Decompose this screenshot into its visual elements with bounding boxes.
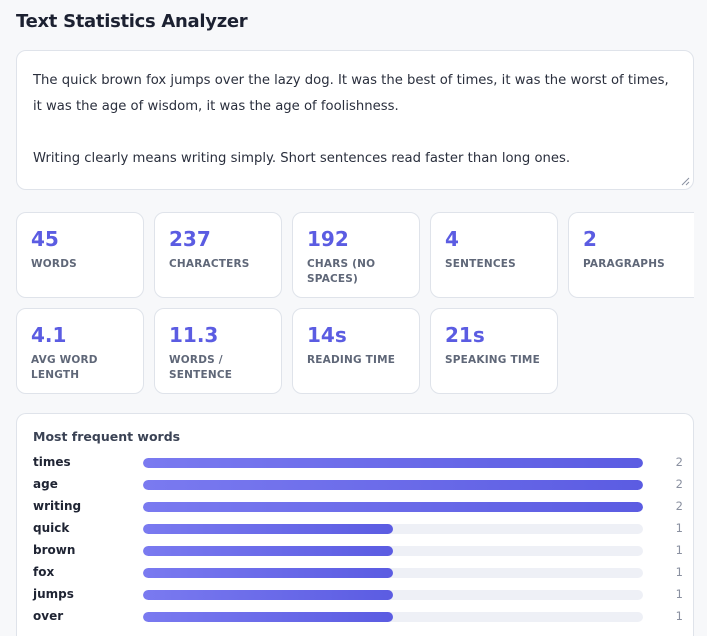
- frequency-count: 1: [675, 587, 683, 601]
- frequency-word: fox: [33, 565, 55, 579]
- frequency-bar-fill: [143, 590, 393, 600]
- frequency-row: over 1: [33, 607, 683, 629]
- frequency-bar-fill: [143, 502, 643, 512]
- frequency-word: age: [33, 477, 58, 491]
- frequency-bar-track: [143, 590, 643, 600]
- resize-grip-icon[interactable]: [681, 177, 690, 186]
- stat-value: 237: [169, 227, 211, 251]
- text-input-container: [16, 50, 694, 190]
- frequency-bar-track: [143, 502, 643, 512]
- stat-label: PARAGRAPHS: [583, 258, 665, 270]
- frequency-word: jumps: [33, 587, 74, 601]
- stat-label: SPEAKING TIME: [445, 354, 540, 366]
- frequency-word: over: [33, 609, 64, 623]
- frequency-row: jumps 1: [33, 585, 683, 607]
- frequency-row: age 2: [33, 475, 683, 497]
- frequency-word: brown: [33, 543, 76, 557]
- stat-value: 11.3: [169, 323, 219, 347]
- frequency-count: 2: [675, 477, 683, 491]
- stat-card-words: 45 WORDS: [16, 212, 144, 298]
- frequency-bar-fill: [143, 480, 643, 490]
- stat-value: 21s: [445, 323, 485, 347]
- stat-card-paragraphs: 2 PARAGRAPHS: [568, 212, 694, 298]
- frequency-row: fox 1: [33, 563, 683, 585]
- frequency-bar-fill: [143, 568, 393, 578]
- stat-value: 14s: [307, 323, 347, 347]
- frequency-bar-fill: [143, 612, 393, 622]
- stat-card-sentences: 4 SENTENCES: [430, 212, 558, 298]
- frequency-count: 1: [675, 521, 683, 535]
- stat-label: WORDS / SENTENCE: [169, 354, 233, 381]
- stat-card-speaking-time: 21s SPEAKING TIME: [430, 308, 558, 394]
- stat-label: SENTENCES: [445, 258, 516, 270]
- frequency-count: 2: [675, 455, 683, 469]
- word-frequency-panel: Most frequent words times 2 age 2 writin…: [16, 413, 694, 636]
- stat-label: CHARACTERS: [169, 258, 250, 270]
- stat-card-characters: 237 CHARACTERS: [154, 212, 282, 298]
- frequency-bar-fill: [143, 524, 393, 534]
- stat-card-avg-word-length: 4.1 AVG WORD LENGTH: [16, 308, 144, 394]
- stat-label: READING TIME: [307, 354, 396, 366]
- stat-card-chars-no-spaces: 192 CHARS (NO SPACES): [292, 212, 420, 298]
- stat-label: CHARS (NO SPACES): [307, 258, 376, 285]
- frequency-word: times: [33, 455, 71, 469]
- stat-value: 4.1: [31, 323, 67, 347]
- frequency-count: 1: [675, 565, 683, 579]
- stat-card-reading-time: 14s READING TIME: [292, 308, 420, 394]
- frequency-bar-track: [143, 546, 643, 556]
- frequency-row: brown 1: [33, 541, 683, 563]
- frequency-bar-track: [143, 568, 643, 578]
- frequency-bar-fill: [143, 546, 393, 556]
- frequency-bar-track: [143, 458, 643, 468]
- frequency-bar-track: [143, 612, 643, 622]
- frequency-count: 2: [675, 499, 683, 513]
- stat-value: 4: [445, 227, 459, 251]
- frequency-bar-fill: [143, 458, 643, 468]
- stat-value: 45: [31, 227, 59, 251]
- stat-label: AVG WORD LENGTH: [31, 354, 98, 381]
- frequency-bar-track: [143, 480, 643, 490]
- page-title: Text Statistics Analyzer: [16, 11, 248, 32]
- frequency-row: quick 1: [33, 519, 683, 541]
- frequency-word: writing: [33, 499, 82, 513]
- stat-card-words-per-sentence: 11.3 WORDS / SENTENCE: [154, 308, 282, 394]
- frequency-count: 1: [675, 543, 683, 557]
- frequency-count: 1: [675, 609, 683, 623]
- frequency-row: writing 2: [33, 497, 683, 519]
- stat-value: 2: [583, 227, 597, 251]
- stat-label: WORDS: [31, 258, 77, 270]
- text-input[interactable]: [17, 51, 693, 189]
- frequency-row: times 2: [33, 453, 683, 475]
- stat-value: 192: [307, 227, 349, 251]
- frequency-bar-track: [143, 524, 643, 534]
- frequency-word: quick: [33, 521, 70, 535]
- word-frequency-title: Most frequent words: [33, 429, 181, 444]
